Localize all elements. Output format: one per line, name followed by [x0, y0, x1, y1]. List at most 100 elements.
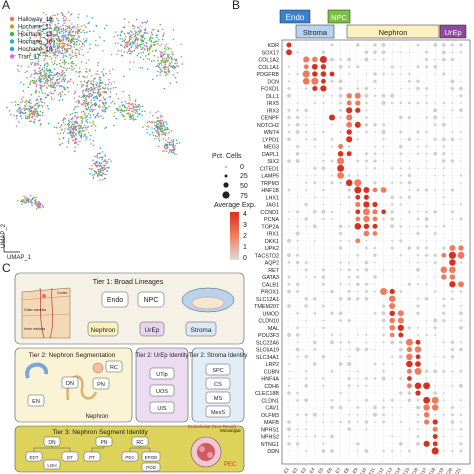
umap-point — [161, 55, 163, 58]
dot — [355, 209, 361, 215]
dot — [442, 311, 446, 315]
umap-point — [38, 54, 40, 56]
umap-point — [50, 57, 53, 60]
umap-point — [52, 85, 55, 87]
umap-point — [167, 46, 169, 48]
umap-point — [34, 82, 36, 84]
dot — [400, 87, 402, 90]
umap-point — [92, 88, 94, 90]
umap-point — [20, 117, 23, 120]
dot — [296, 102, 299, 104]
dot — [399, 152, 403, 156]
umap-point — [17, 108, 20, 111]
umap-point — [98, 85, 101, 87]
dot — [416, 86, 420, 91]
umap-point — [83, 99, 85, 102]
umap-point — [155, 123, 158, 125]
umap-point — [96, 174, 99, 176]
umap-point — [164, 63, 167, 66]
dot — [400, 73, 402, 75]
dot — [416, 283, 420, 286]
umap-point — [62, 47, 64, 49]
umap-point — [79, 47, 81, 49]
umap-point — [47, 64, 49, 66]
dot — [382, 413, 385, 417]
umap-point — [100, 156, 102, 159]
umap-point — [103, 168, 106, 171]
umap-point — [129, 112, 132, 115]
umap-point — [14, 101, 17, 103]
dot — [451, 153, 454, 155]
gene-label: LHX1 — [266, 195, 280, 201]
umap-point — [34, 112, 37, 114]
umap-point — [64, 61, 66, 64]
dot — [319, 55, 327, 64]
umap-point — [148, 58, 151, 61]
umap-point — [148, 52, 150, 54]
umap-point — [71, 132, 74, 135]
umap-point — [45, 28, 47, 30]
color-legend-0: 0 — [243, 255, 247, 262]
umap-point — [157, 70, 159, 73]
dot — [414, 346, 422, 353]
umap-point — [114, 111, 116, 114]
dot — [383, 182, 385, 184]
umap-point — [29, 114, 31, 116]
dot — [390, 65, 394, 69]
umap-point — [51, 20, 54, 23]
umap-point — [58, 42, 61, 45]
umap-point — [164, 50, 166, 52]
dot — [442, 413, 445, 416]
dot — [458, 245, 464, 251]
umap-point — [109, 72, 111, 75]
umap-point — [102, 50, 104, 52]
dot — [339, 341, 342, 344]
gene-label: OLFM3 — [261, 413, 279, 419]
umap-point — [90, 143, 92, 145]
umap-point — [164, 144, 167, 146]
umap-point — [82, 104, 84, 106]
dot — [390, 217, 394, 221]
umap-point — [101, 166, 103, 168]
umap-point — [106, 107, 108, 109]
dot — [296, 326, 299, 330]
umap-point — [78, 75, 80, 77]
tier3-label-endothelial: Endothelial (Non-Renal) — [188, 424, 237, 429]
umap-point — [155, 125, 157, 127]
dot — [330, 405, 334, 410]
dot — [296, 428, 299, 431]
umap-point — [61, 142, 64, 145]
umap-point — [86, 104, 89, 106]
dot — [399, 340, 403, 344]
dot — [331, 421, 333, 423]
umap-point — [77, 143, 79, 146]
umap-point — [175, 58, 178, 60]
umap-point — [27, 201, 30, 204]
tier3-title: Tier 3: Nephron Segment Identity — [52, 429, 148, 436]
umap-point — [21, 198, 23, 201]
umap-point — [44, 80, 47, 82]
umap-point — [61, 49, 64, 52]
dot — [313, 297, 317, 301]
dot — [442, 203, 445, 206]
umap-point — [126, 51, 129, 54]
umap-point — [158, 135, 160, 137]
tier3-epod — [141, 451, 161, 462]
dot — [459, 347, 463, 352]
umap-point — [77, 52, 80, 54]
umap-point — [157, 123, 159, 126]
dot — [451, 240, 454, 242]
dot — [296, 435, 299, 438]
dot — [348, 370, 350, 372]
umap-point — [85, 68, 87, 70]
umap-point — [84, 90, 87, 92]
dot — [356, 384, 359, 387]
umap-point — [96, 73, 99, 75]
umap-point — [28, 110, 30, 112]
dot — [424, 369, 429, 374]
dot — [416, 420, 420, 424]
umap-point — [39, 69, 42, 72]
umap-point — [174, 66, 177, 68]
umap-point — [92, 80, 95, 83]
umap-point — [96, 157, 99, 159]
